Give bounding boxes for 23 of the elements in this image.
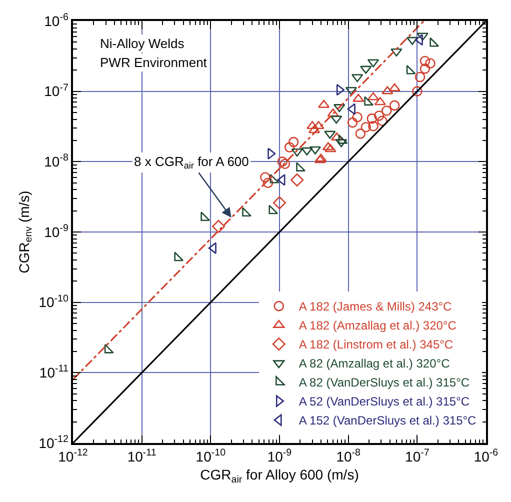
x-axis-title: CGR$_{air}$ for Alloy 600 (m/s) [200, 466, 359, 486]
legend-label: A 52 (VanDerSluys et al.) 315°C [298, 394, 470, 409]
legend-label: A 82 (VanDerSluys et al.) 315°C [298, 376, 470, 390]
y-tick-label: 10$^{-8}$ [44, 152, 69, 170]
annotation: Ni-Alloy Welds [100, 36, 185, 51]
x-tick-label: 10$^{-6}$ [474, 448, 499, 465]
annotation: 8 x CGR$_{air}$ for A 600 [134, 154, 249, 171]
y-tick-label: 10$^{-9}$ [44, 223, 68, 240]
legend-label: A 182 (James & Mills) 243°C [298, 300, 452, 314]
x-tick-label: 10$^{-8}$ [336, 448, 362, 465]
y-tick-label: 10$^{-7}$ [44, 82, 68, 100]
legend-label: A 152 (VanDerSluys et al.) 315°C [298, 414, 477, 428]
y-tick-label: 10$^{-11}$ [39, 364, 68, 381]
x-tick-label: 10$^{-10}$ [196, 448, 226, 465]
y-tick-label: 10$^{-10}$ [38, 293, 69, 310]
y-tick-label: 10$^{-6}$ [44, 12, 69, 29]
annotation: PWR Environment [100, 55, 208, 70]
legend-label: A 182 (Amzallag et al.) 320°C [298, 318, 457, 333]
legend-label: A 182 (Linstrom et al.) 345°C [298, 338, 454, 352]
x-tick-label: 10$^{-9}$ [267, 448, 292, 465]
x-tick-label: 10$^{-11}$ [127, 448, 156, 465]
x-tick-label: 10$^{-7}$ [405, 448, 430, 465]
legend-label: A 82 (Amzallag et al.) 320°C [298, 356, 450, 371]
